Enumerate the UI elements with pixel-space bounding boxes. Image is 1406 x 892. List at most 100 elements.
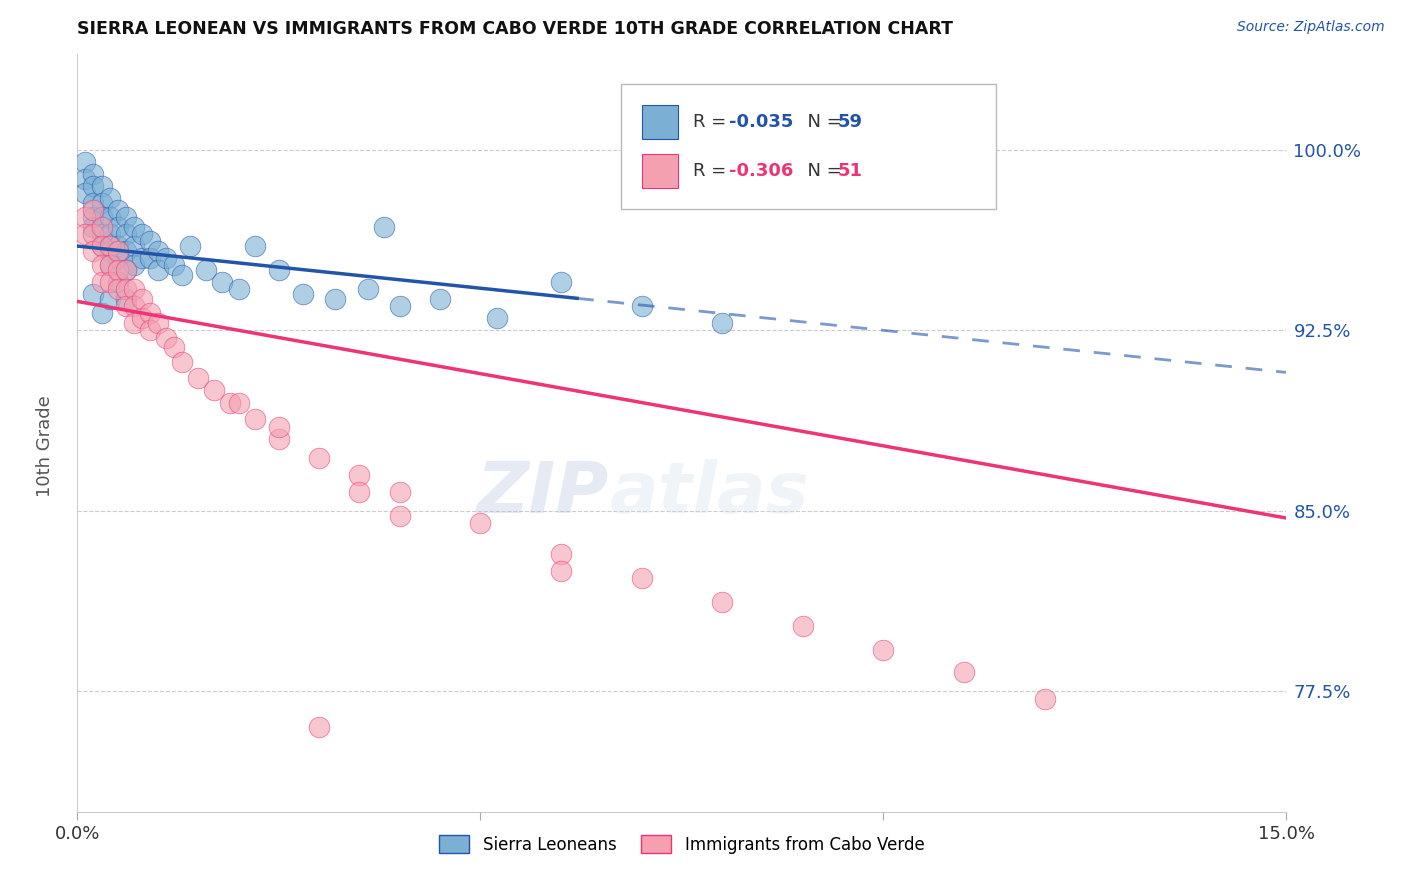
Point [228,395,250,409]
Point [122,239,145,253]
Text: 51: 51 [838,162,863,180]
Point [98,244,121,258]
FancyBboxPatch shape [621,84,997,209]
Point [82,244,104,258]
Point [90,258,112,272]
Point [107,263,129,277]
Text: Source: ZipAtlas.com: Source: ZipAtlas.com [1237,20,1385,34]
Point [107,202,129,217]
Point [98,258,121,272]
Point [131,251,153,265]
Point [163,258,186,272]
Point [131,311,153,326]
Text: N =: N = [796,112,846,131]
Point [211,275,233,289]
Point [122,299,145,313]
Bar [643,154,678,188]
Point [90,219,112,234]
Legend: Sierra Leoneans, Immigrants from Cabo Verde: Sierra Leoneans, Immigrants from Cabo Ve… [433,829,931,860]
Point [107,251,129,265]
Text: R =: R = [693,112,731,131]
Point [202,384,225,398]
Point [388,508,411,523]
Text: atlas: atlas [609,458,808,528]
Point [131,227,153,241]
Point [90,178,112,193]
Point [550,564,572,578]
Point [711,595,734,609]
Point [179,239,201,253]
Point [114,263,136,277]
Text: 59: 59 [838,112,863,131]
Point [155,251,177,265]
Point [107,239,129,253]
Text: 10th Grade: 10th Grade [37,395,53,497]
Point [792,619,814,633]
Point [122,316,145,330]
Point [98,239,121,253]
Point [953,665,976,679]
Point [267,263,290,277]
Point [90,239,112,253]
Point [107,282,129,296]
Point [82,287,104,301]
Point [550,275,572,289]
Point [872,643,894,657]
Point [82,195,104,210]
Point [429,292,451,306]
Point [98,292,121,306]
Point [82,219,104,234]
Text: R =: R = [693,162,731,180]
Point [107,219,129,234]
Point [82,167,104,181]
Point [75,210,97,224]
Point [90,275,112,289]
Point [75,227,97,241]
Text: -0.035: -0.035 [730,112,793,131]
Point [98,210,121,224]
Point [711,316,734,330]
Point [75,154,97,169]
Point [98,227,121,241]
Point [219,395,242,409]
Point [90,195,112,210]
Text: SIERRA LEONEAN VS IMMIGRANTS FROM CABO VERDE 10TH GRADE CORRELATION CHART: SIERRA LEONEAN VS IMMIGRANTS FROM CABO V… [77,21,953,38]
Text: -0.306: -0.306 [730,162,793,180]
Point [308,450,330,465]
Point [163,340,186,354]
Point [114,244,136,258]
Point [75,171,97,186]
Point [139,306,162,320]
Point [139,234,162,248]
Point [107,275,129,289]
Point [82,178,104,193]
Point [114,292,136,306]
Point [139,323,162,337]
Point [172,354,194,368]
Point [139,251,162,265]
Point [82,210,104,224]
Point [630,299,652,313]
Point [373,219,395,234]
Point [195,263,218,277]
Point [228,282,250,296]
Point [107,244,129,258]
Point [1033,691,1056,706]
Point [267,419,290,434]
Point [122,258,145,272]
Point [98,275,121,289]
Point [388,484,411,499]
Point [349,467,371,482]
Point [323,292,346,306]
Point [114,282,136,296]
Point [90,306,112,320]
Point [243,412,266,426]
Point [485,311,508,326]
Point [82,227,104,241]
Point [146,316,169,330]
Point [630,571,652,585]
Point [356,282,378,296]
Point [131,292,153,306]
Point [308,721,330,735]
Point [292,287,315,301]
